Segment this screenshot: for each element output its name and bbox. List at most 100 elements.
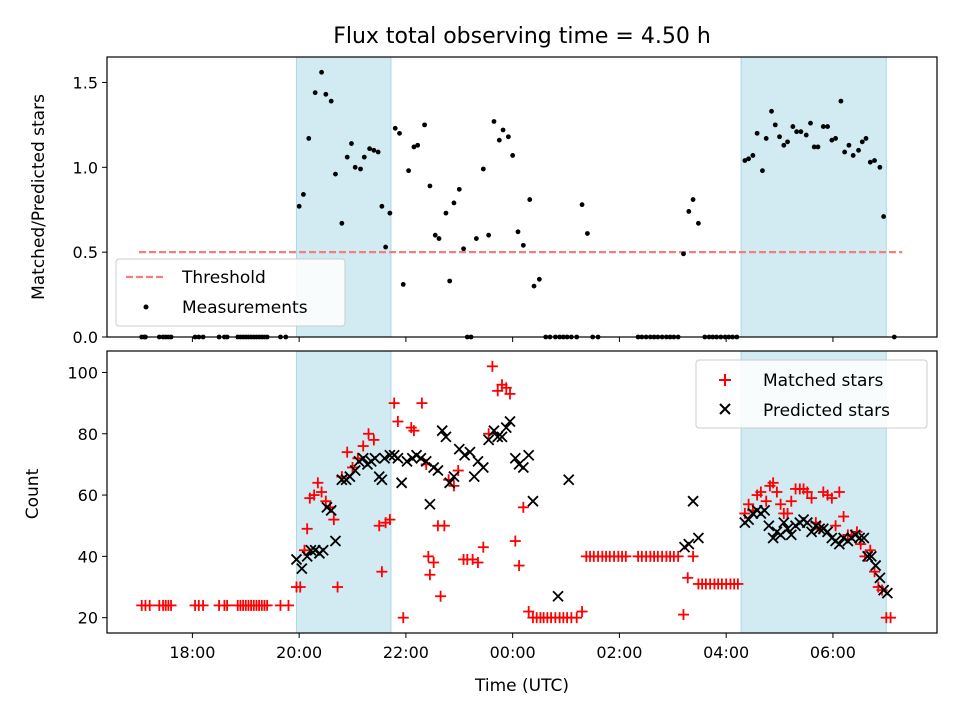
matched-star-point [165,599,177,611]
matched-star-point [376,566,388,578]
measurement-point [486,232,492,238]
measurement-points [139,69,897,340]
measurement-point [301,192,306,197]
predicted-star-point [468,471,480,483]
measurement-point [491,119,497,124]
measurement-point [536,276,542,282]
matched-star-point [782,507,794,519]
matched-star-point [435,590,447,602]
measurement-point [763,136,769,141]
measurement-point [461,246,466,252]
matched-star-point [517,501,529,513]
matched-star-point [477,541,489,553]
matched-star-point [771,486,783,498]
legend-predicted-swatch [719,403,731,415]
measurement-point [400,281,406,287]
measurement-point [383,244,389,250]
predicted-star-point [301,550,313,563]
matched-star-point [316,486,328,498]
predicted-star-point [396,477,408,489]
predicted-star-point [687,495,699,507]
measurement-point [686,209,692,214]
measurement-point [480,166,486,172]
predicted-star-point [392,452,404,464]
predicted-star-point [369,452,381,464]
matched-star-point [388,397,400,409]
measurement-point [856,147,861,153]
measurement-point [361,154,367,160]
predicted-star-point [504,415,516,428]
measurement-point [798,129,804,135]
predicted-star-point [858,532,870,544]
matched-star-point [384,514,396,526]
measurement-point [681,251,686,257]
matched-star-point [509,535,521,547]
measurement-point [863,136,869,141]
predicted-star-point [805,526,818,538]
top-plot-frame [106,56,938,338]
predicted-star-point [336,474,348,486]
predicted-star-point [384,449,396,461]
measurement-point [306,136,312,141]
measurement-point [406,168,411,174]
measurement-point [881,214,887,219]
measurement-point [531,283,537,289]
predicted-star-point [436,425,448,437]
chart-title: Flux total observing time = 4.50 h [333,24,711,49]
predicted-star-point [378,452,391,464]
matched-star-point [308,489,320,501]
predicted-star-point [874,572,886,584]
legend-measurements-label: Measurements [182,298,308,318]
matched-star-point [328,514,340,526]
measurement-point [339,220,345,226]
measurement-point [422,122,427,128]
y-tick-label: 60 [78,486,98,505]
legend-matched-label: Matched stars [763,371,883,391]
predicted-star-point [683,538,695,550]
measurement-point [333,171,338,177]
top-axes: 0.0 0.5 1.0 1.5 [73,56,938,347]
measurement-point [328,98,334,104]
measurement-point [323,91,329,97]
measurement-point [456,186,462,192]
predicted-star-point [781,523,794,535]
x-tick-label: 06:00 [810,643,856,662]
measurement-point [833,136,838,141]
bottom-legend: Matched stars Predicted stars [695,359,928,429]
measurement-point [690,197,696,202]
matched-star-point [261,599,273,611]
measurement-point [515,229,521,235]
matched-star-point [438,520,450,532]
matched-star-point [576,606,588,618]
x-tick-label: 02:00 [596,643,642,662]
predicted-star-point [444,477,456,489]
measurement-point [850,153,856,158]
predicted-star-point [813,523,826,535]
measurement-point [392,125,398,131]
matched-star-point [422,550,434,562]
matched-star-point [408,425,420,437]
predicted-star-point [357,452,369,464]
measurement-point [443,210,449,216]
top-legend: Threshold Measurements [115,258,346,327]
predicted-star-point [821,526,834,538]
predicted-star-point [325,504,337,517]
measurement-point [825,124,830,129]
measurement-point [349,141,354,146]
matched-star-point [301,523,313,535]
matched-star-point [775,498,787,510]
measurement-point [387,210,393,216]
measurement-point [505,134,511,140]
predicted-star-point [496,431,508,443]
measurement-point [520,242,526,248]
matched-star-point [472,557,484,568]
measurement-point [579,202,585,208]
measurement-point [769,108,774,114]
predicted-star-point [305,544,317,556]
predicted-star-point [464,446,476,458]
measurement-point [877,164,883,170]
y-tick-label: 1.0 [73,158,98,177]
predicted-star-point [440,431,452,443]
predicted-star-point [415,452,427,464]
